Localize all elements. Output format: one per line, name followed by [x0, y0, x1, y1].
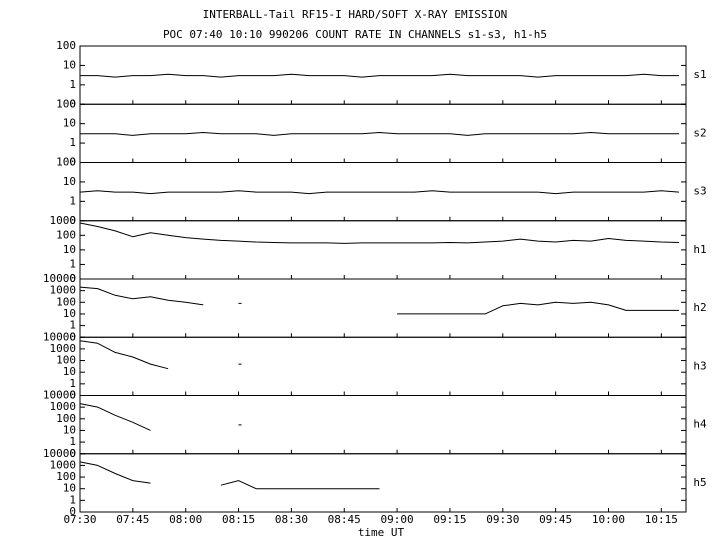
y-tick-label: 100 [56, 156, 76, 169]
x-tick-label: 10:15 [645, 513, 678, 526]
panel-frame [79, 453, 687, 513]
channel-label: h2 [693, 301, 706, 314]
channel-label: h1 [693, 243, 706, 256]
y-tick-label: 100 [56, 39, 76, 52]
channel-label: h3 [693, 359, 706, 372]
y-tick-label: 10 [63, 482, 76, 495]
data-line [80, 132, 679, 136]
y-tick-label: 100 [56, 97, 76, 110]
y-tick-label: 10 [63, 307, 76, 320]
y-tick-label: 0 [69, 272, 76, 285]
y-tick-label: 0 [69, 330, 76, 343]
x-tick-label: 09:30 [486, 513, 519, 526]
data-line [80, 73, 679, 78]
y-tick-label: 1000 [50, 400, 77, 413]
chart-title: INTERBALL-Tail RF15-I HARD/SOFT X-RAY EM… [203, 8, 508, 21]
y-tick-label: 1000 [50, 458, 77, 471]
y-tick-label: 100 [56, 295, 76, 308]
x-tick-label: 09:15 [433, 513, 466, 526]
y-tick-label: 100 [56, 412, 76, 425]
y-tick-label: 1 [69, 493, 76, 506]
channel-label: h5 [693, 476, 706, 489]
y-tick-label: 0 [69, 214, 76, 227]
x-tick-label: 09:00 [381, 513, 414, 526]
x-tick-label: 08:00 [169, 513, 202, 526]
y-tick-label: 0 [69, 505, 76, 518]
y-tick-label: 10 [63, 117, 76, 130]
y-tick-label: 10 [63, 175, 76, 188]
y-tick-label: 0 [69, 389, 76, 402]
chart-subtitle: POC 07:40 10:10 990206 COUNT RATE IN CHA… [163, 28, 547, 41]
y-tick-label: 10000 [43, 330, 76, 343]
x-tick-label: 08:45 [328, 513, 361, 526]
y-tick-label: 100 [56, 354, 76, 367]
x-tick-label: 08:15 [222, 513, 255, 526]
y-tick-label: 10000 [43, 389, 76, 402]
channel-label: s2 [693, 126, 706, 139]
x-tick-label: 08:30 [275, 513, 308, 526]
y-tick-label: 1 [69, 257, 76, 270]
y-tick-label: 0 [69, 447, 76, 460]
y-tick-label: 1000 [50, 284, 77, 297]
data-line [79, 340, 242, 370]
panel-frame [79, 336, 687, 396]
x-tick-label: 07:45 [116, 513, 149, 526]
y-tick-label: 10 [63, 243, 76, 256]
y-tick-label: 1 [69, 319, 76, 332]
data-line [79, 222, 680, 244]
x-axis-label: time UT [358, 526, 405, 539]
data-line [79, 286, 679, 315]
y-tick-label: 10 [63, 365, 76, 378]
data-line [79, 461, 380, 490]
y-tick-label: 0 [69, 97, 76, 110]
y-tick-label: 10 [63, 423, 76, 436]
x-tick-label: 09:45 [539, 513, 572, 526]
y-tick-label: 1000 [50, 342, 77, 355]
panel-frame [79, 278, 687, 338]
y-tick-label: 1 [69, 377, 76, 390]
y-tick-label: 10000 [43, 447, 76, 460]
channel-label: h4 [693, 418, 707, 431]
y-tick-label: 1 [69, 136, 76, 149]
y-tick-label: 1000 [50, 214, 77, 227]
y-tick-label: 1 [69, 78, 76, 91]
y-tick-label: 1 [69, 435, 76, 448]
y-tick-label: 100 [56, 470, 76, 483]
channel-label: s1 [693, 68, 706, 81]
panel-frame [79, 220, 687, 280]
x-tick-label: 07:30 [63, 513, 96, 526]
panel-frame [79, 395, 687, 455]
data-line [79, 403, 242, 431]
y-tick-label: 10 [63, 58, 76, 71]
channel-label: s3 [693, 185, 706, 198]
y-tick-label: 100 [56, 228, 76, 241]
x-tick-label: 10:00 [592, 513, 625, 526]
y-tick-label: 0 [69, 156, 76, 169]
y-tick-label: 1 [69, 194, 76, 207]
y-tick-label: 10000 [43, 272, 76, 285]
data-line [79, 190, 680, 195]
